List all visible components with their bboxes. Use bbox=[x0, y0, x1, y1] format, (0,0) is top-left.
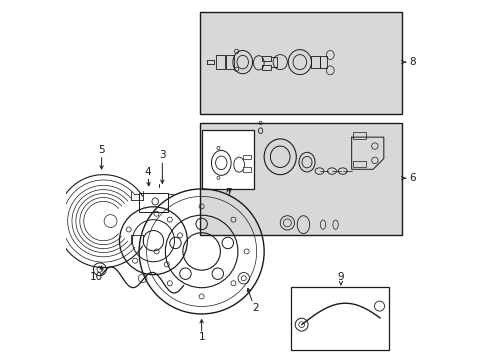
Bar bbox=[353, 161, 365, 167]
Bar bbox=[200, 123, 401, 235]
Text: 9: 9 bbox=[337, 272, 344, 282]
Text: 7: 7 bbox=[224, 188, 231, 198]
Bar bbox=[202, 130, 254, 189]
Ellipse shape bbox=[211, 150, 231, 175]
Bar bbox=[216, 55, 224, 69]
Text: 3: 3 bbox=[159, 150, 165, 160]
Ellipse shape bbox=[233, 157, 244, 172]
Text: 6: 6 bbox=[408, 173, 415, 183]
Bar bbox=[139, 193, 167, 212]
Text: 10: 10 bbox=[89, 272, 102, 282]
Bar bbox=[242, 155, 250, 159]
Bar bbox=[310, 56, 319, 68]
Bar bbox=[225, 55, 234, 69]
Bar bbox=[262, 57, 271, 61]
Ellipse shape bbox=[215, 156, 226, 170]
Ellipse shape bbox=[217, 146, 220, 149]
Bar bbox=[319, 56, 326, 68]
Text: 1: 1 bbox=[198, 332, 204, 342]
Text: 5: 5 bbox=[98, 145, 105, 156]
Ellipse shape bbox=[217, 176, 220, 180]
Bar bbox=[353, 132, 365, 139]
Text: 2: 2 bbox=[251, 302, 258, 312]
Text: 4: 4 bbox=[144, 167, 151, 177]
Bar bbox=[290, 287, 388, 350]
Bar bbox=[242, 167, 250, 172]
Text: 8: 8 bbox=[408, 57, 415, 67]
Bar bbox=[200, 12, 401, 114]
Bar bbox=[262, 65, 271, 70]
